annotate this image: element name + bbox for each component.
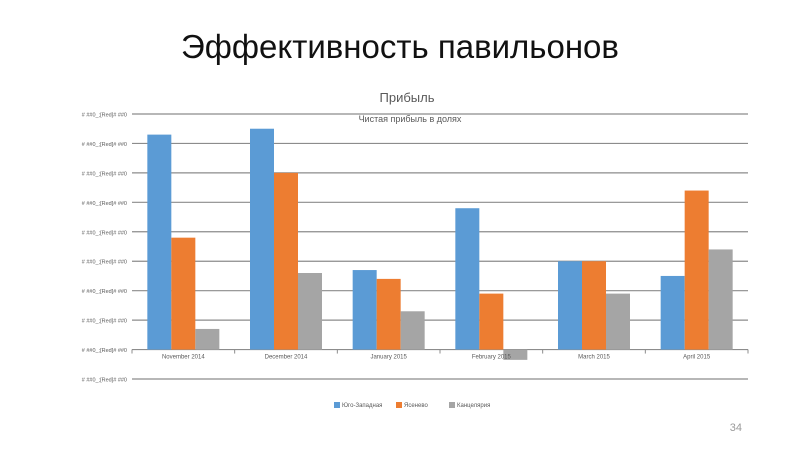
- x-axis-category-labels: November 2014 December 2014 January 2015 Fe…: [162, 355, 711, 361]
- legend-label: Канцелярия: [457, 403, 490, 409]
- bar: [660, 275, 685, 350]
- y-axis-tick-labels: # ##0_;[Red]# ##0 # ##0_;[Red]# ##0 # ##0_…: [82, 113, 127, 384]
- bar: [400, 311, 425, 350]
- chart-subtitle: Чистая прибыль в долях: [359, 114, 462, 124]
- bar: [171, 237, 196, 350]
- y-tick-label: # ##0_;[Red]# ##0: [82, 113, 127, 119]
- x-tick-label: December 2014: [265, 355, 308, 361]
- legend-swatch: [396, 402, 402, 408]
- x-tick-label: February 2015: [472, 355, 512, 361]
- bar: [558, 261, 582, 350]
- bar: [250, 128, 274, 350]
- y-tick-label: # ##0_;[Red]# ##0: [82, 378, 127, 384]
- bar: [708, 249, 733, 350]
- y-tick-label: # ##0_;[Red]# ##0: [82, 142, 127, 148]
- legend-label: Ясенево: [404, 403, 428, 409]
- bar: [274, 172, 298, 350]
- bar: [684, 190, 709, 350]
- bar: [479, 293, 504, 350]
- legend-swatch: [334, 402, 340, 408]
- x-tick-label: April 2015: [683, 355, 711, 361]
- x-tick-label: November 2014: [162, 355, 205, 361]
- chart-title: Прибыль: [380, 90, 435, 105]
- y-tick-label: # ##0_;[Red]# ##0: [82, 260, 127, 266]
- bar: [582, 261, 606, 350]
- y-tick-label: # ##0_;[Red]# ##0: [82, 348, 127, 354]
- x-tick-label: January 2015: [370, 355, 407, 361]
- bar: [455, 208, 480, 350]
- y-tick-label: # ##0_;[Red]# ##0: [82, 319, 127, 325]
- bar: [376, 278, 401, 350]
- bar: [352, 270, 377, 350]
- legend-swatch: [449, 402, 455, 408]
- slide-title: Эффективность павильонов: [181, 28, 619, 65]
- y-tick-label: # ##0_;[Red]# ##0: [82, 171, 127, 177]
- bar: [298, 273, 322, 350]
- gridlines: [131, 113, 749, 380]
- bars: [147, 128, 733, 360]
- y-tick-label: # ##0_;[Red]# ##0: [82, 201, 127, 207]
- page-number: 34: [729, 422, 742, 434]
- legend-label: Юго-Западная: [342, 403, 382, 409]
- legend: Юго-Западная Ясенево Канцелярия: [334, 402, 490, 409]
- bar: [606, 293, 630, 350]
- bar: [503, 349, 528, 360]
- bar: [147, 134, 172, 350]
- bar: [195, 328, 220, 350]
- y-tick-label: # ##0_;[Red]# ##0: [82, 230, 127, 236]
- x-tick-label: March 2015: [578, 355, 610, 361]
- y-tick-label: # ##0_;[Red]# ##0: [82, 289, 127, 295]
